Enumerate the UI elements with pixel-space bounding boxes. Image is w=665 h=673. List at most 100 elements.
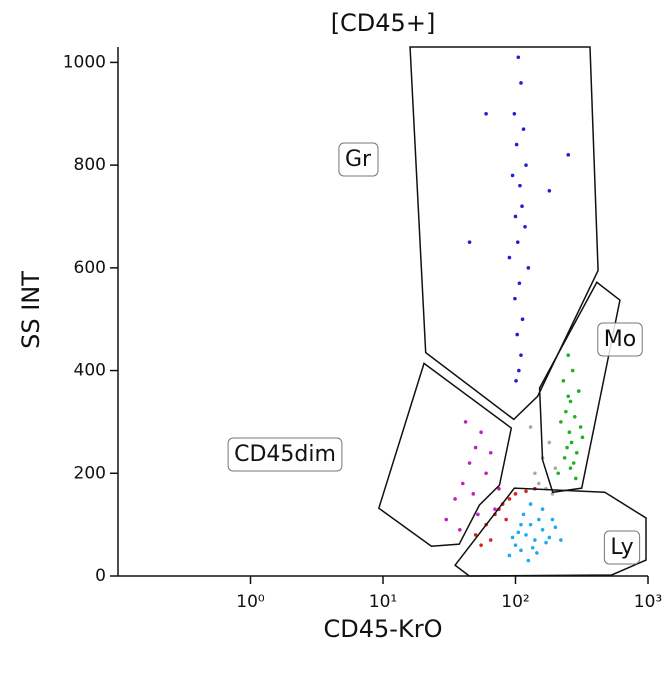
y-tick-label: 400 <box>74 361 106 381</box>
event-dot <box>517 281 522 286</box>
gate-label-box <box>603 530 641 565</box>
event-dot <box>559 420 563 424</box>
event-dot <box>574 450 579 455</box>
event-dot <box>467 461 472 465</box>
event-dot <box>564 409 568 414</box>
event-dot <box>576 389 581 393</box>
event-dot <box>488 538 493 542</box>
gate-label-box <box>227 437 343 472</box>
event-dot <box>513 296 517 301</box>
event-dot <box>510 535 515 540</box>
event-dot <box>453 497 457 501</box>
x-tick-label: 10⁰ <box>236 592 265 612</box>
event-dot <box>519 353 523 357</box>
event-dot <box>524 489 528 494</box>
event-dot <box>524 533 528 537</box>
event-dot <box>528 502 533 506</box>
x-tick-label: 10² <box>501 592 529 612</box>
event-dot <box>514 142 519 147</box>
event-dot <box>553 466 558 470</box>
event-dot <box>444 517 449 522</box>
event-dot <box>504 517 508 522</box>
event-dot <box>507 255 512 260</box>
event-dot <box>537 517 541 522</box>
chart-title: [CD45+] <box>331 9 436 37</box>
event-dot <box>467 240 472 244</box>
event-dot <box>553 525 558 530</box>
event-dot <box>473 445 478 450</box>
event-dot <box>568 466 573 470</box>
event-dot <box>515 240 520 244</box>
event-dot <box>510 173 515 178</box>
event-dot <box>519 548 523 553</box>
event-dot <box>526 558 531 563</box>
gate-label: Gr <box>345 147 372 172</box>
y-tick-label: 0 <box>95 566 106 586</box>
y-tick-label: 800 <box>74 155 106 175</box>
event-dot <box>513 492 518 496</box>
event-dot <box>516 55 521 60</box>
event-dot <box>515 332 520 337</box>
event-dot <box>528 522 533 527</box>
event-dot <box>516 530 521 535</box>
x-axis-title: CD45-KrO <box>324 615 443 643</box>
event-dot <box>517 368 521 373</box>
event-dot <box>528 425 533 429</box>
event-dot <box>519 522 523 527</box>
event-dot <box>540 507 545 512</box>
gate <box>377 362 513 547</box>
event-dot <box>524 163 528 167</box>
event-dot <box>484 111 488 116</box>
event-dot <box>567 430 572 434</box>
event-dot <box>544 540 548 545</box>
event-dot <box>547 189 552 193</box>
event-dot <box>497 486 501 491</box>
event-dot <box>573 476 578 481</box>
event-dot <box>566 353 571 357</box>
event-dot <box>458 527 462 532</box>
event-dot <box>460 481 465 486</box>
event-dot <box>521 127 526 131</box>
event-dot <box>568 399 573 404</box>
event-dot <box>566 153 571 157</box>
event-dot <box>570 368 575 373</box>
event-dot <box>562 456 567 460</box>
gate-label: Ly <box>610 535 633 560</box>
event-dot <box>479 430 483 434</box>
event-dot <box>533 471 537 476</box>
event-dot <box>537 481 541 486</box>
event-dot <box>521 512 526 517</box>
event-dot <box>556 471 560 476</box>
event-dot <box>571 461 576 465</box>
event-dot <box>479 543 483 547</box>
event-dot <box>559 538 563 542</box>
event-dot <box>488 450 493 455</box>
x-tick-label: 10³ <box>634 592 662 612</box>
event-dot <box>550 517 555 522</box>
event-dot <box>476 512 480 517</box>
event-dot <box>565 445 569 450</box>
event-dot <box>519 81 523 85</box>
event-dot <box>540 527 545 532</box>
event-dot <box>530 545 535 550</box>
event-dot <box>566 394 571 399</box>
event-dot <box>493 507 497 512</box>
event-dot <box>535 551 539 555</box>
event-dot <box>473 533 478 537</box>
event-dot <box>547 535 552 540</box>
gate-label-box <box>338 142 379 177</box>
y-tick-label: 200 <box>74 463 106 483</box>
event-dot <box>523 224 527 229</box>
event-dot <box>520 204 524 209</box>
y-axis-title: SS INT <box>17 271 45 349</box>
event-dot <box>512 111 517 116</box>
event-dot <box>526 266 531 270</box>
y-tick-label: 600 <box>74 258 106 278</box>
gate <box>409 46 599 421</box>
event-dot <box>471 492 476 496</box>
gate <box>538 281 621 494</box>
event-dot <box>513 214 518 219</box>
event-dot <box>518 183 522 188</box>
event-dot <box>578 425 583 429</box>
gate-label: Mo <box>604 327 636 352</box>
